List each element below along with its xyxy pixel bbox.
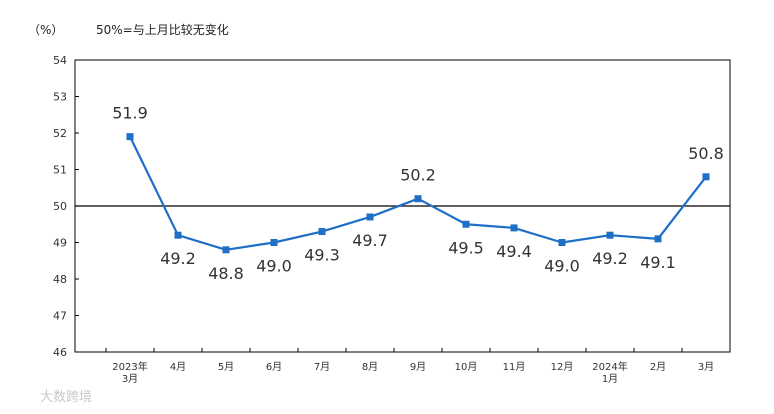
y-tick-label: 47 [53, 310, 67, 323]
x-tick-label: 9月 [410, 361, 426, 373]
x-tick-label: 10月 [455, 361, 478, 373]
data-label: 50.2 [400, 166, 436, 185]
watermark-text: 大数跨境 [40, 390, 92, 405]
data-label: 49.4 [496, 242, 532, 261]
data-point [606, 231, 614, 239]
x-tick-label: 6月 [266, 361, 282, 373]
data-label: 49.0 [256, 257, 292, 276]
y-axis-unit-label: （%） [28, 23, 63, 37]
y-tick-label: 49 [53, 237, 67, 250]
x-tick-label: 3月 [698, 361, 714, 373]
x-tick-label: 4月 [170, 361, 186, 373]
data-label: 49.0 [544, 257, 580, 276]
x-tick-label: 11月 [503, 361, 526, 373]
x-tick-label: 8月 [362, 361, 378, 373]
y-tick-label: 52 [53, 127, 67, 140]
y-tick-label: 50 [53, 200, 67, 213]
data-point [222, 246, 230, 254]
x-tick-label: 12月 [551, 361, 574, 373]
data-point [270, 239, 278, 246]
data-point [654, 235, 662, 243]
x-tick-label: 2023年 3月 [112, 360, 147, 385]
y-tick-label: 46 [53, 346, 67, 359]
reference-note: 50%=与上月比较无变化 [96, 22, 229, 37]
data-point [414, 195, 422, 203]
data-point [366, 213, 374, 221]
y-tick-label: 53 [53, 91, 67, 104]
data-label: 49.2 [160, 249, 196, 268]
y-tick-label: 51 [53, 164, 67, 177]
data-label: 49.2 [592, 249, 628, 268]
series-line [129, 136, 707, 251]
data-label: 49.7 [352, 231, 388, 250]
data-label: 49.1 [640, 253, 676, 272]
data-point [318, 228, 326, 236]
y-tick-label: 48 [53, 273, 67, 286]
x-tick-label: 2月 [650, 361, 666, 373]
data-point [174, 231, 182, 239]
data-label: 51.9 [112, 104, 148, 123]
data-label: 49.3 [304, 246, 340, 265]
data-point [558, 239, 566, 246]
data-label: 49.5 [448, 238, 484, 257]
y-tick-label: 54 [53, 54, 67, 67]
x-tick-label: 5月 [218, 361, 234, 373]
data-point [126, 133, 134, 141]
data-point [462, 220, 470, 228]
data-label: 48.8 [208, 264, 244, 283]
x-tick-label: 7月 [314, 361, 330, 373]
data-point [702, 173, 710, 181]
data-point [510, 224, 518, 232]
x-tick-label: 2024年 1月 [592, 360, 627, 385]
data-label: 50.8 [688, 144, 724, 163]
